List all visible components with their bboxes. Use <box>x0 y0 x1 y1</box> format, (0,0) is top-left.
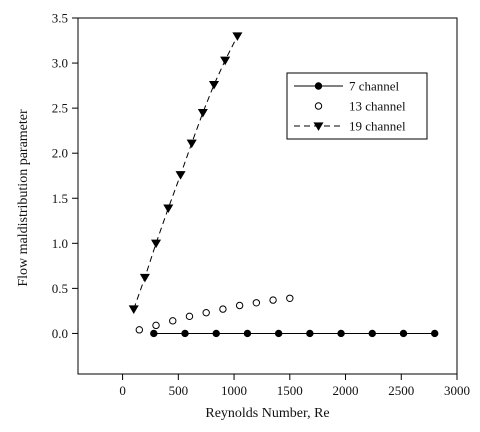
data-point <box>368 329 376 338</box>
data-point <box>212 329 220 338</box>
data-point <box>219 305 227 313</box>
data-point <box>431 329 439 338</box>
x-tick-label: 2000 <box>333 383 359 398</box>
data-point <box>185 312 194 321</box>
data-point <box>232 32 243 41</box>
data-point <box>135 326 144 334</box>
data-point <box>286 294 294 302</box>
data-point <box>181 329 189 338</box>
x-tick-label: 3000 <box>444 383 470 398</box>
series-layer <box>128 32 439 338</box>
x-tick-label: 1000 <box>221 383 247 398</box>
y-tick-label: 1.5 <box>52 191 68 206</box>
y-tick-label: 0.5 <box>52 281 68 296</box>
legend-label: 7 channel <box>349 79 400 94</box>
series-1 <box>150 329 439 338</box>
legend-label: 13 channel <box>349 99 406 114</box>
legend-item: 7 channel <box>294 79 400 94</box>
y-tick-label: 2.0 <box>52 146 68 161</box>
data-point <box>274 329 283 338</box>
x-tick-label: 2500 <box>388 383 414 398</box>
x-tick-label: 0 <box>119 383 126 398</box>
data-point <box>151 239 162 249</box>
data-point <box>243 329 252 338</box>
legend-marker <box>313 122 324 131</box>
y-tick-label: 3.0 <box>52 56 68 71</box>
legend-marker <box>314 102 323 110</box>
legend-label: 19 channel <box>349 119 406 134</box>
data-point <box>128 305 139 314</box>
y-axis-label: Flow maldistribution parameter <box>16 109 31 287</box>
data-point <box>202 309 210 317</box>
data-point <box>252 299 261 307</box>
data-point <box>208 81 220 90</box>
legend-marker <box>314 82 323 90</box>
x-tick-label: 1500 <box>277 383 303 398</box>
axes <box>77 17 458 375</box>
data-point <box>399 329 408 338</box>
data-point <box>163 204 174 214</box>
data-point <box>220 56 231 66</box>
data-point <box>150 329 158 338</box>
plot-frame <box>77 17 458 375</box>
series-2 <box>135 294 294 334</box>
legend-item: 13 channel <box>314 99 406 114</box>
data-point <box>186 139 197 149</box>
data-point <box>306 329 314 338</box>
data-point <box>169 317 177 325</box>
data-point <box>152 321 160 330</box>
data-point <box>235 301 244 310</box>
x-tick-label: 500 <box>169 383 189 398</box>
x-axis-label: Reynolds Number, Re <box>205 406 329 421</box>
series-line <box>133 35 238 310</box>
legend-box <box>286 72 428 140</box>
data-point <box>197 108 208 118</box>
data-point <box>337 329 345 338</box>
y-tick-label: 2.5 <box>52 101 68 116</box>
y-tick-label: 1.0 <box>52 236 68 251</box>
legend: 7 channel 13 channel 19 channel <box>286 72 428 140</box>
legend-item: 19 channel <box>294 119 406 134</box>
data-point <box>175 171 186 180</box>
series-3 <box>128 32 243 314</box>
y-tick-label: 3.5 <box>52 11 68 26</box>
data-point <box>139 273 150 283</box>
y-tick-label: 0.0 <box>52 326 68 341</box>
data-point <box>269 296 277 304</box>
ticks: 0 500 1000 1500 2000 2500 3000 0.0 0.5 1.0 1.5 2.0 2… <box>52 11 470 399</box>
